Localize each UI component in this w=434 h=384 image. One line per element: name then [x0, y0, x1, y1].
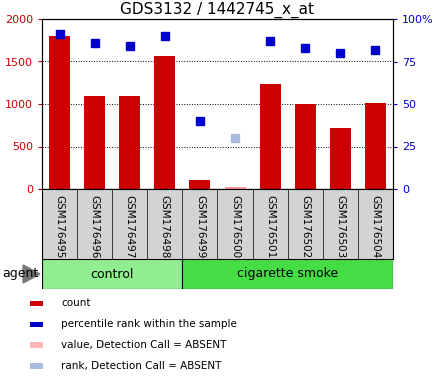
Text: GSM176495: GSM176495: [54, 195, 64, 258]
Text: GSM176497: GSM176497: [125, 195, 135, 258]
Text: cigarette smoke: cigarette smoke: [237, 268, 338, 280]
Text: GSM176502: GSM176502: [299, 195, 309, 258]
Text: GSM176499: GSM176499: [194, 195, 204, 258]
Text: GSM176498: GSM176498: [159, 195, 169, 258]
Bar: [189, 180, 210, 189]
Bar: [182, 259, 392, 289]
Text: GSM176504: GSM176504: [370, 195, 380, 258]
Bar: [30, 321, 43, 327]
Bar: [119, 96, 140, 189]
Title: GDS3132 / 1442745_x_at: GDS3132 / 1442745_x_at: [120, 2, 314, 18]
Bar: [49, 36, 70, 189]
Bar: [30, 363, 43, 369]
Bar: [329, 128, 350, 189]
Bar: [30, 343, 43, 348]
Bar: [30, 301, 43, 306]
Polygon shape: [23, 265, 40, 283]
Text: rank, Detection Call = ABSENT: rank, Detection Call = ABSENT: [61, 361, 221, 371]
Text: GSM176501: GSM176501: [265, 195, 275, 258]
Text: count: count: [61, 298, 90, 308]
Bar: [294, 104, 315, 189]
Bar: [364, 103, 385, 189]
Text: percentile rank within the sample: percentile rank within the sample: [61, 319, 236, 329]
Text: control: control: [90, 268, 134, 280]
Text: GSM176496: GSM176496: [89, 195, 99, 258]
Text: agent: agent: [2, 268, 38, 280]
Bar: [259, 84, 280, 189]
Bar: [84, 96, 105, 189]
Bar: [42, 259, 182, 289]
Bar: [224, 187, 245, 189]
Text: value, Detection Call = ABSENT: value, Detection Call = ABSENT: [61, 340, 226, 350]
Text: GSM176503: GSM176503: [335, 195, 345, 258]
Bar: [154, 56, 175, 189]
Text: GSM176500: GSM176500: [230, 195, 240, 258]
